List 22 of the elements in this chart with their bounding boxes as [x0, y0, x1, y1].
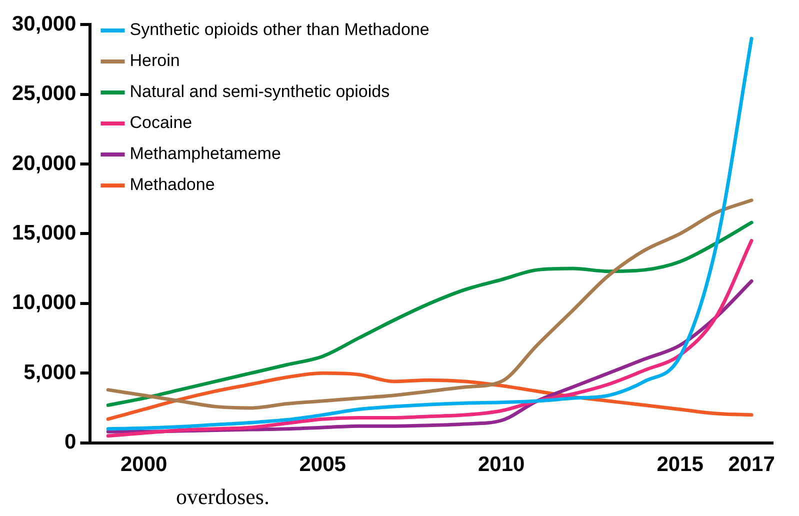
- y-tick-label: 25,000: [12, 82, 76, 106]
- y-tick-label: 20,000: [12, 152, 76, 175]
- y-tick-label: 0: [64, 430, 76, 454]
- line-series: [106, 238, 754, 438]
- y-tick-label: 30,000: [12, 12, 76, 36]
- legend-label: Methamphetameme: [130, 144, 281, 164]
- line-series: [106, 36, 754, 431]
- legend-label: Heroin: [130, 51, 180, 70]
- text: overdoses.: [176, 484, 270, 509]
- y-tick-label: 15,000: [12, 221, 76, 244]
- legend-label: Natural and semi-synthetic opioids: [130, 82, 390, 102]
- x-tick-label: 2000: [120, 453, 168, 476]
- x-tick-label: 2005: [299, 453, 346, 476]
- line-series: [106, 371, 754, 421]
- legend-label: Synthetic opioids other than Methadone: [130, 20, 430, 40]
- x-tick-label: 2010: [478, 453, 525, 476]
- y-tick-label: 10,000: [12, 291, 76, 314]
- y-tick-label: 5,000: [24, 360, 76, 384]
- x-tick-label: 2017: [728, 453, 775, 476]
- legend-label: Cocaine: [130, 113, 192, 132]
- x-tick-label: 2015: [656, 453, 704, 476]
- legend-label: Methadone: [130, 175, 215, 194]
